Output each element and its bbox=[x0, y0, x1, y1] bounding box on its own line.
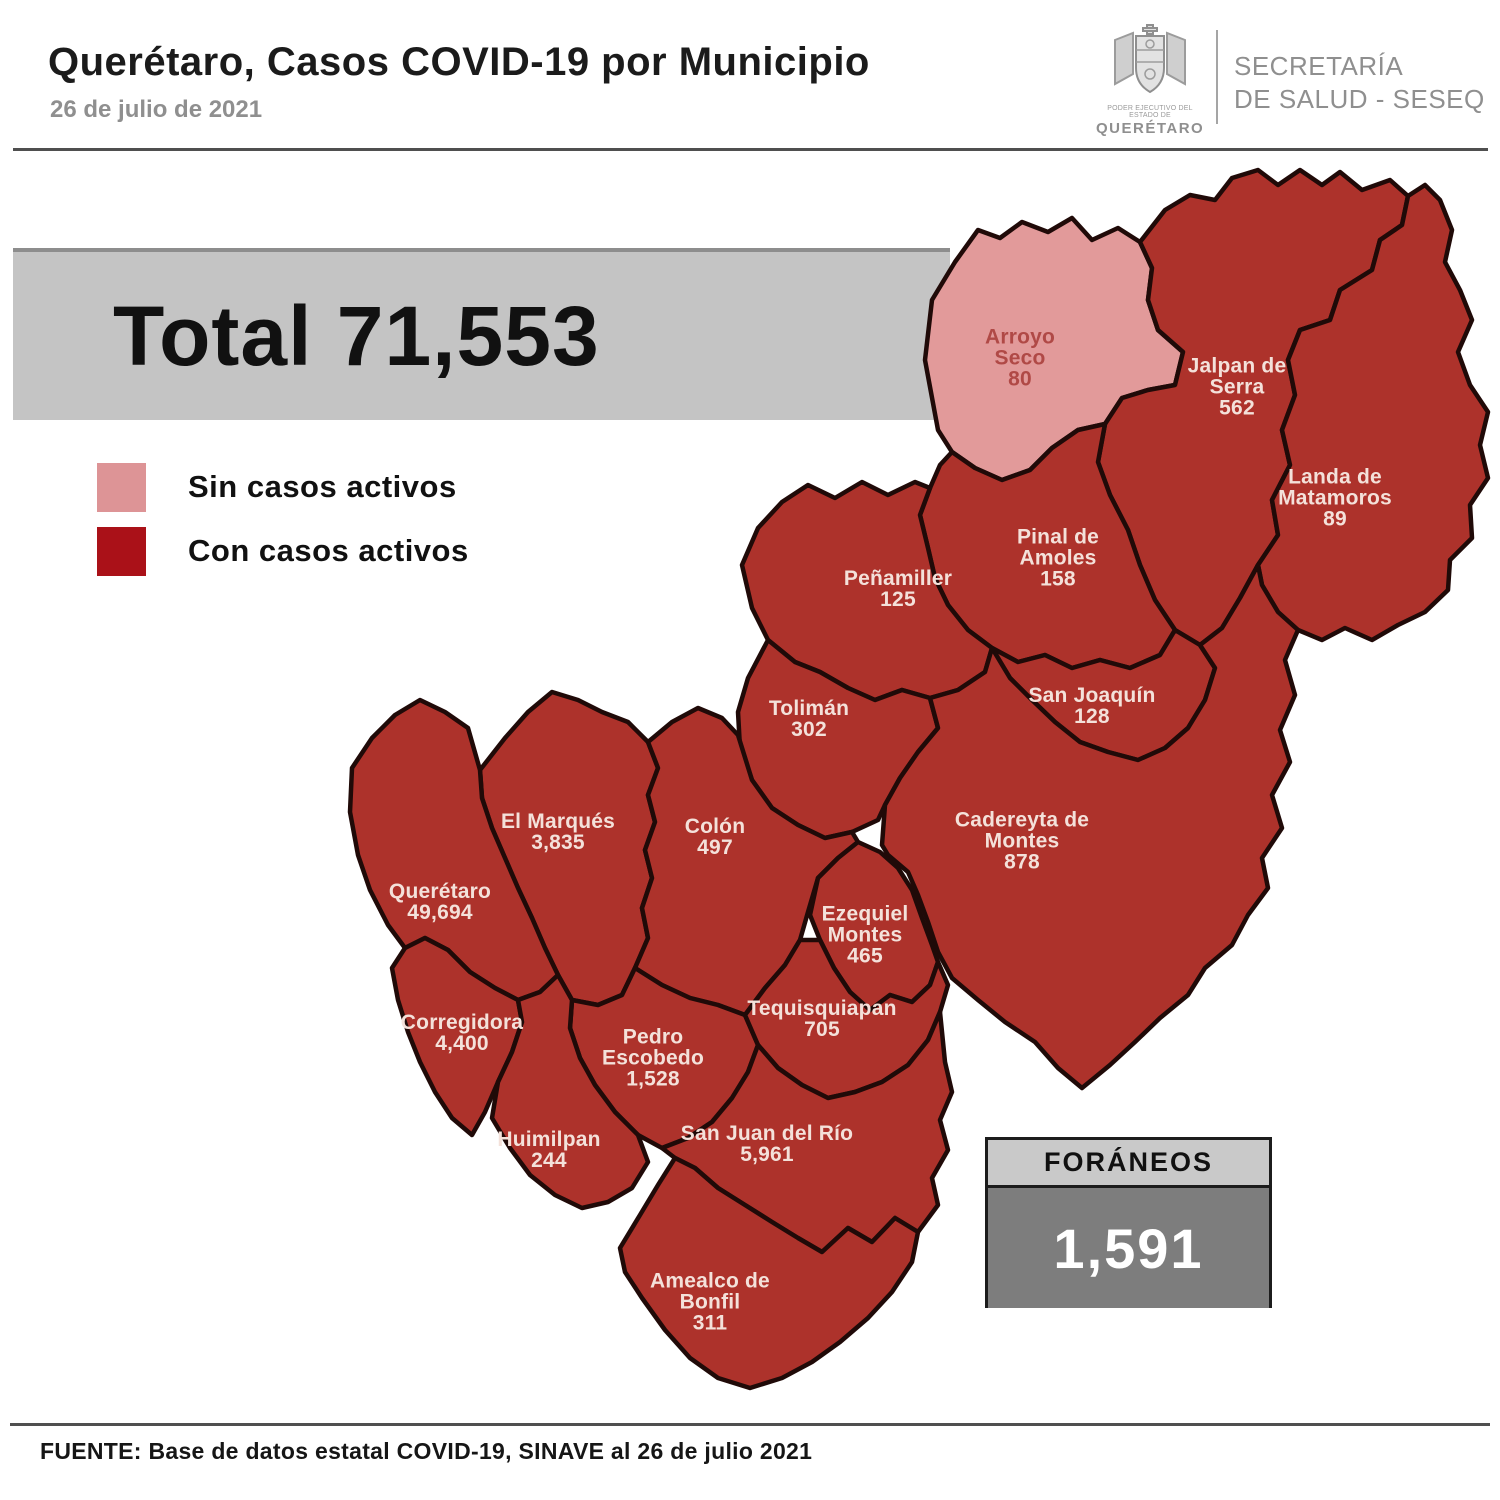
page-date: 26 de julio de 2021 bbox=[50, 96, 263, 123]
municipality-label-pedro-escobedo: Pedro Escobedo 1,528 bbox=[602, 1025, 704, 1091]
municipality-label-queretaro: Querétaro 49,694 bbox=[388, 880, 492, 924]
logo-small-caption: PODER EJECUTIVO DEL ESTADO DE bbox=[1107, 105, 1193, 119]
secretary-text: SECRETARÍA DE SALUD - SESEQ bbox=[1234, 50, 1485, 116]
municipality-label-corregidora: Corregidora 4,400 bbox=[400, 1011, 524, 1055]
municipality-shape-landa-de-matamoros bbox=[1255, 182, 1491, 643]
foraneos-value: 1,591 bbox=[988, 1188, 1269, 1308]
municipality-label-amealco-de-bonfil: Amealco de Bonfil 311 bbox=[650, 1269, 770, 1335]
total-value: Total 71,553 bbox=[113, 288, 600, 383]
footer-source: FUENTE: Base de datos estatal COVID-19, … bbox=[40, 1438, 813, 1464]
municipality-label-cadereyta-de-montes: Cadereyta de Montes 878 bbox=[954, 808, 1090, 874]
legend-swatch-con-casos bbox=[97, 526, 146, 576]
municipality-label-arroyo-seco: Arroyo Seco 80 bbox=[984, 325, 1056, 391]
state-logo: PODER EJECUTIVO DEL ESTADO DE QUERÉTARO bbox=[1096, 24, 1204, 137]
municipality-label-penamiller: Peñamiller 125 bbox=[843, 567, 953, 611]
legend: Sin casos activos Con casos activos bbox=[97, 462, 469, 590]
foraneos-title: FORÁNEOS bbox=[988, 1140, 1269, 1188]
municipality-label-huimilpan: Huimilpan 244 bbox=[497, 1128, 601, 1172]
municipality-label-san-juan-del-rio: San Juan del Río 5,961 bbox=[680, 1122, 854, 1166]
municipality-shape-corregidora bbox=[389, 935, 525, 1138]
municipality-label-pinal-de-amoles: Pinal de Amoles 158 bbox=[1016, 525, 1100, 591]
foraneos-box: FORÁNEOS 1,591 bbox=[985, 1137, 1272, 1308]
secretary-line2: DE SALUD - SESEQ bbox=[1234, 84, 1485, 114]
municipality-shape-amealco-de-bonfil bbox=[617, 1155, 921, 1391]
footer-divider bbox=[10, 1423, 1490, 1426]
municipality-label-tequisquiapan: Tequisquiapan 705 bbox=[747, 997, 897, 1041]
municipality-shape-cadereyta-de-montes bbox=[879, 562, 1301, 1091]
legend-item-con-casos: Con casos activos bbox=[97, 526, 469, 576]
municipality-shape-huimilpan bbox=[489, 972, 651, 1211]
municipality-label-colon: Colón 497 bbox=[684, 815, 746, 859]
municipality-label-ezequiel-montes: Ezequiel Montes 465 bbox=[821, 902, 909, 968]
legend-item-sin-casos: Sin casos activos bbox=[97, 462, 469, 512]
municipality-shape-queretaro bbox=[347, 697, 561, 1003]
logo-divider bbox=[1216, 30, 1218, 124]
municipality-label-landa-de-matamoros: Landa de Matamoros 89 bbox=[1278, 465, 1392, 531]
coat-of-arms-icon bbox=[1114, 24, 1186, 94]
municipality-label-jalpan-de-serra: Jalpan de Serra 562 bbox=[1187, 354, 1287, 420]
page-title: Querétaro, Casos COVID-19 por Municipio bbox=[48, 40, 870, 84]
header-divider bbox=[13, 148, 1488, 151]
legend-label-sin-casos: Sin casos activos bbox=[188, 469, 457, 504]
municipality-label-el-marques: El Marqués 3,835 bbox=[500, 810, 616, 854]
total-banner: Total 71,553 bbox=[13, 248, 950, 420]
legend-label-con-casos: Con casos activos bbox=[188, 533, 469, 568]
municipality-label-san-joaquin: San Joaquín 128 bbox=[1028, 684, 1156, 728]
secretary-line1: SECRETARÍA bbox=[1234, 51, 1404, 81]
legend-swatch-sin-casos bbox=[97, 462, 146, 512]
logo-state-name: QUERÉTARO bbox=[1096, 120, 1205, 137]
municipality-label-toliman: Tolimán 302 bbox=[768, 697, 850, 741]
